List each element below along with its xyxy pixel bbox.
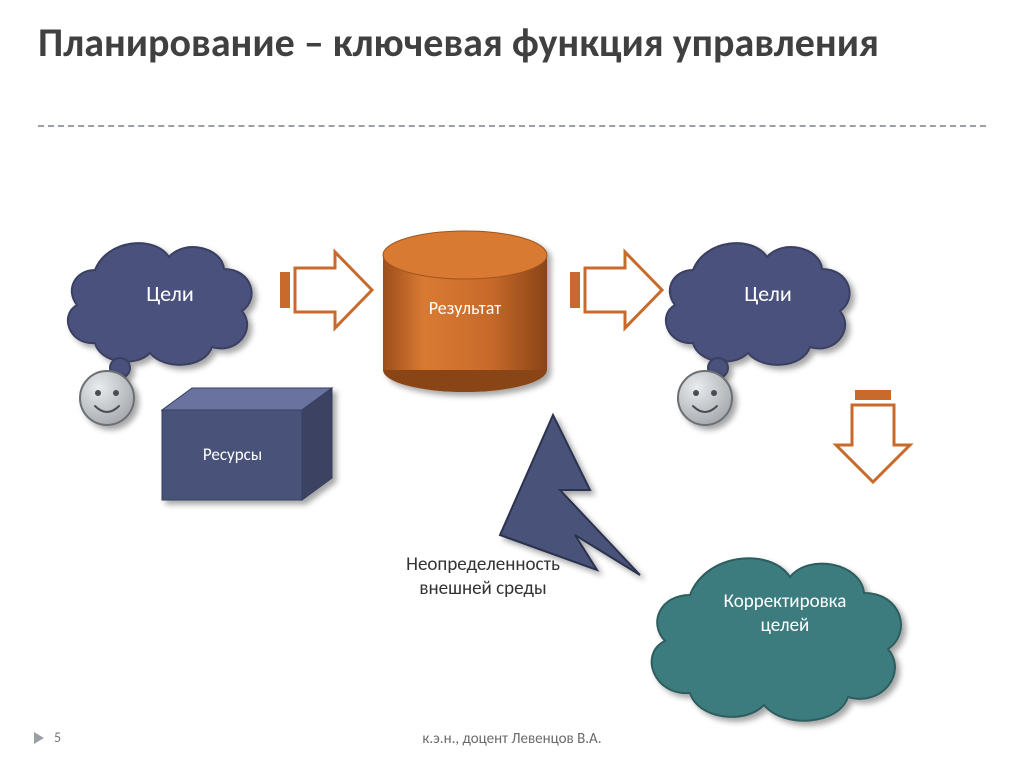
arrow-result-to-goals-icon bbox=[570, 252, 662, 328]
slide: Планирование – ключевая функция управлен… bbox=[0, 0, 1024, 768]
smiley-right-icon bbox=[678, 371, 732, 425]
uncertainty-label: Неопределенность внешней среды bbox=[368, 553, 598, 601]
lightning-icon bbox=[500, 415, 640, 575]
result-label: Результат bbox=[380, 297, 550, 319]
goals-right-cloud bbox=[666, 243, 850, 394]
adjust-cloud bbox=[652, 558, 901, 721]
arrow-goals-down-icon bbox=[836, 390, 910, 482]
goals-left-label: Цели bbox=[75, 280, 265, 307]
adjust-label: Корректировка целей bbox=[650, 590, 920, 638]
smiley-left-icon bbox=[80, 371, 134, 425]
resources-label: Ресурсы bbox=[145, 444, 320, 465]
goals-right-label: Цели bbox=[673, 280, 863, 307]
goals-left-cloud bbox=[68, 243, 252, 394]
diagram-canvas bbox=[0, 0, 1024, 768]
arrow-goals-to-result-icon bbox=[280, 252, 372, 328]
footer-author: к.э.н., доцент Левенцов В.А. bbox=[38, 730, 986, 748]
